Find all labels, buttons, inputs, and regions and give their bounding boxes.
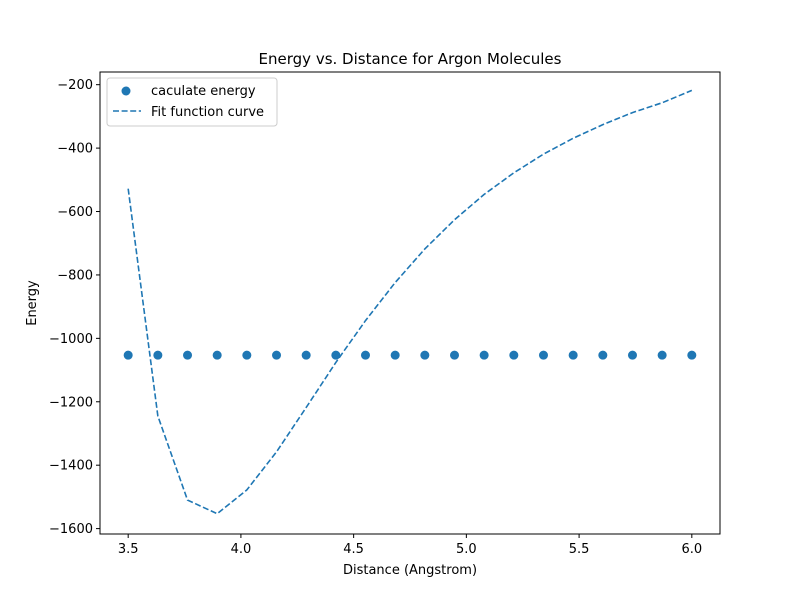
- scatter-point: [687, 350, 697, 360]
- x-tick-label: 5.0: [456, 542, 477, 557]
- legend-label-fit-curve: Fit function curve: [151, 105, 264, 120]
- scatter-point: [360, 350, 370, 360]
- legend-box: [106, 77, 278, 127]
- x-tick-label: 4.5: [343, 542, 364, 557]
- fit-curve-line: [127, 89, 693, 515]
- y-tick-label: −200: [57, 78, 93, 93]
- x-axis-ticks: 3.5 4.0 4.5 5.0 5.5 6.0: [118, 534, 702, 557]
- scatter-point: [627, 350, 637, 360]
- scatter-point: [657, 350, 667, 360]
- y-tick-label: −1200: [49, 395, 93, 410]
- y-tick-label: −1600: [49, 522, 93, 537]
- legend-label-scatter: caculate energy: [151, 84, 256, 99]
- scatter-point: [450, 350, 460, 360]
- y-axis-ticks: −1600 −1400 −1200 −1000 −800 −600 −400 −200: [49, 78, 100, 537]
- scatter-point: [568, 350, 578, 360]
- y-tick-label: −600: [57, 205, 93, 220]
- scatter-point: [390, 350, 400, 360]
- x-tick-label: 5.5: [569, 542, 590, 557]
- scatter-point: [301, 350, 311, 360]
- y-tick-label: −1000: [49, 332, 93, 347]
- y-axis-label: Energy: [25, 280, 40, 326]
- legend-scatter-marker: [121, 86, 131, 96]
- chart-title: Energy vs. Distance for Argon Molecules: [259, 50, 562, 68]
- scatter-point: [242, 350, 252, 360]
- scatter-point: [538, 350, 548, 360]
- legend: caculate energy Fit function curve: [106, 77, 278, 127]
- scatter-point: [420, 350, 430, 360]
- scatter-point: [479, 350, 489, 360]
- x-tick-label: 3.5: [118, 542, 139, 557]
- x-tick-label: 4.0: [231, 542, 252, 557]
- scatter-point: [331, 350, 341, 360]
- axes-frame: [99, 71, 721, 535]
- scatter-point: [153, 350, 163, 360]
- scatter-point: [509, 350, 519, 360]
- scatter-point: [183, 350, 193, 360]
- scatter-point: [598, 350, 608, 360]
- scatter-point: [272, 350, 282, 360]
- x-axis-label: Distance (Angstrom): [343, 563, 477, 578]
- plot-area: [123, 89, 697, 515]
- x-tick-label: 6.0: [681, 542, 702, 557]
- y-tick-label: −400: [57, 142, 93, 157]
- scatter-point: [123, 350, 133, 360]
- y-tick-label: −800: [57, 268, 93, 283]
- scatter-point: [212, 350, 222, 360]
- y-tick-label: −1400: [49, 459, 93, 474]
